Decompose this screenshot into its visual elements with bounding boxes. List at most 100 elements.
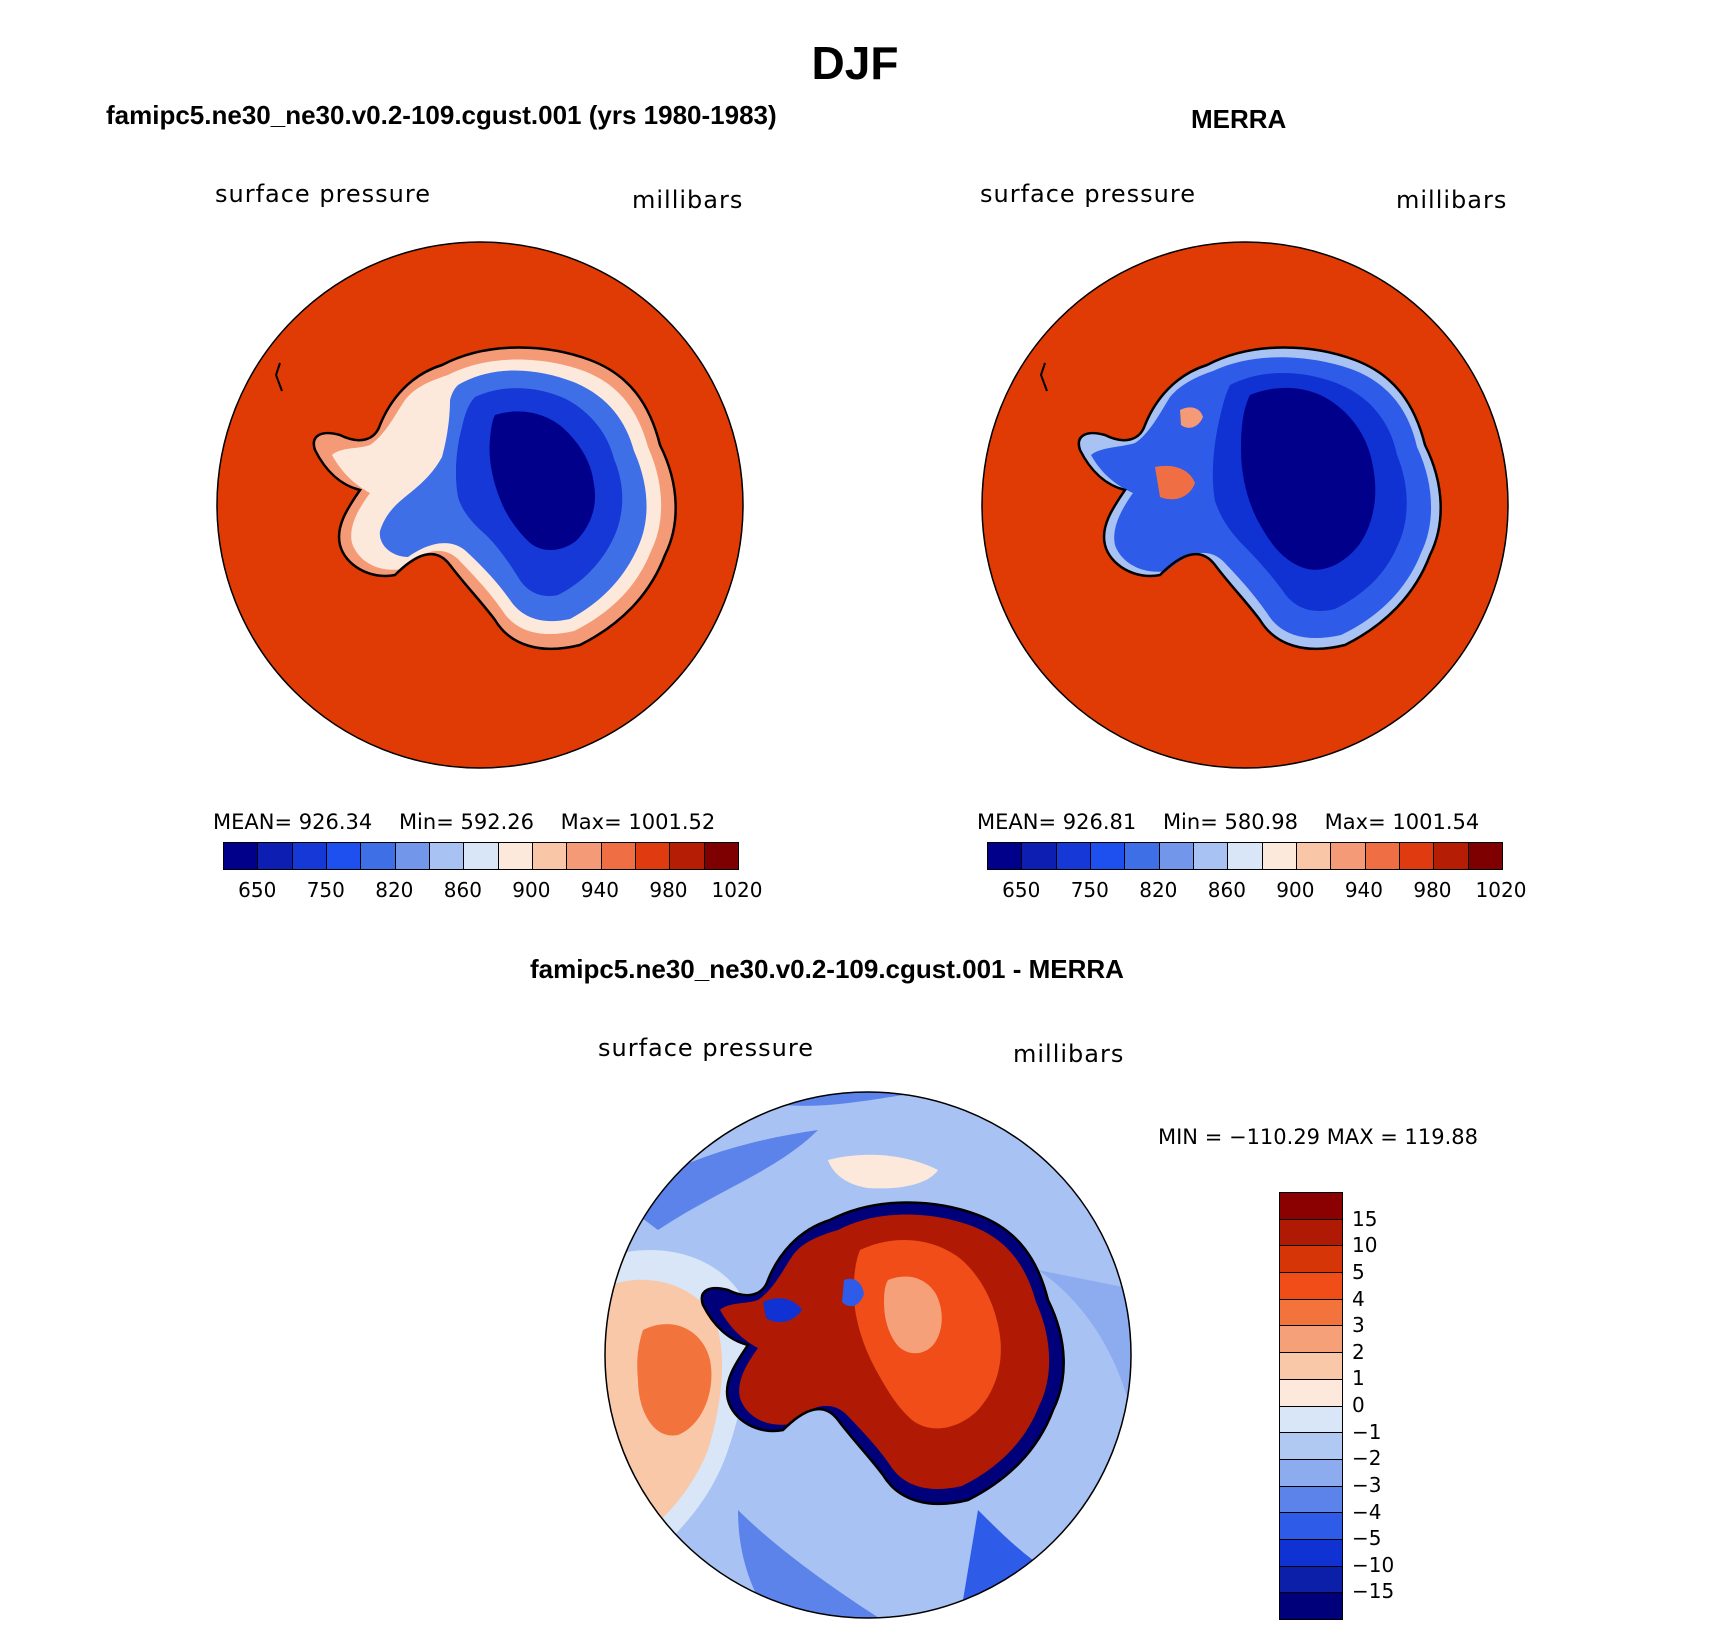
panel-1-title: famipc5.ne30_ne30.v0.2-109.cgust.001 (yr…: [106, 100, 777, 130]
colorbar-tick-label: −3: [1352, 1472, 1382, 1497]
colorbar-swatch: [1434, 843, 1469, 869]
colorbar-tick-label: 980: [649, 878, 688, 902]
colorbar-swatch: [1280, 1406, 1342, 1434]
colorbar-swatch: [361, 843, 396, 869]
mean-label: MEAN=: [213, 810, 293, 834]
colorbar-swatch: [1280, 1246, 1342, 1274]
colorbar-swatch: [1399, 843, 1435, 869]
min-value: 592.26: [460, 810, 534, 834]
colorbar-swatch: [1125, 843, 1160, 869]
panel-1-stats: MEAN= 926.34 Min= 592.26 Max= 1001.52: [213, 810, 715, 834]
colorbar-tick-label: 900: [1276, 878, 1315, 902]
coastline-islands: [274, 362, 283, 392]
colorbar-swatch: [1280, 1193, 1342, 1220]
colorbar-swatch: [395, 843, 430, 869]
colorbar-swatch: [635, 843, 671, 869]
mean-label: MEAN=: [977, 810, 1057, 834]
colorbar-tick-label: 3: [1352, 1313, 1365, 1338]
min-label: Min=: [398, 810, 454, 834]
panel-3-map: [604, 1091, 1132, 1619]
colorbar-swatch: [1280, 1513, 1342, 1540]
colorbar-swatch: [1280, 1299, 1342, 1327]
panel-2-colorbar-labels: 650 750 820 860 900 940 980 1020: [987, 878, 1526, 902]
colorbar-tick-label: −1: [1352, 1419, 1382, 1444]
colorbar-tick-label: 650: [238, 878, 277, 902]
colorbar-tick-label: −10: [1352, 1552, 1395, 1577]
colorbar-tick-label: 750: [1070, 878, 1109, 902]
colorbar-swatch: [429, 843, 465, 869]
colorbar-swatch: [704, 843, 738, 869]
panel-1-colorbar-labels: 650 750 820 860 900 940 980 1020: [223, 878, 762, 902]
colorbar-swatch: [1296, 843, 1332, 869]
colorbar-swatch: [1193, 843, 1229, 869]
antarctica-field: [1078, 347, 1441, 649]
panel-3-colorbar: [1279, 1192, 1343, 1620]
colorbar-tick-label: −5: [1352, 1526, 1382, 1551]
colorbar-tick-label: 980: [1413, 878, 1452, 902]
colorbar-swatch: [1280, 1379, 1342, 1407]
colorbar-swatch: [1468, 843, 1502, 869]
colorbar-tick-label: 2: [1352, 1339, 1365, 1364]
max-label: Max=: [1324, 810, 1386, 834]
colorbar-swatch: [1280, 1459, 1342, 1487]
colorbar-swatch: [292, 843, 327, 869]
colorbar-tick-label: 820: [1139, 878, 1178, 902]
colorbar-tick-label: 1020: [711, 878, 763, 902]
panel-3-title: famipc5.ne30_ne30.v0.2-109.cgust.001 - M…: [530, 954, 1124, 984]
colorbar-tick-label: 820: [375, 878, 414, 902]
panel-2-units-label: millibars: [1396, 186, 1508, 214]
colorbar-swatch: [1280, 1219, 1342, 1247]
colorbar-swatch: [1056, 843, 1091, 869]
panel-3-variable-label: surface pressure: [598, 1034, 814, 1062]
colorbar-swatch: [1280, 1566, 1342, 1594]
colorbar-tick-label: −2: [1352, 1446, 1382, 1471]
coastline: [312, 346, 677, 651]
colorbar-swatch: [1280, 1433, 1342, 1460]
panel-2-map: [981, 241, 1509, 769]
mean-value: 926.34: [298, 810, 373, 834]
colorbar-swatch: [567, 843, 602, 869]
colorbar-swatch: [1262, 843, 1297, 869]
coastline: [1077, 346, 1442, 651]
figure-title: DJF: [811, 37, 899, 89]
colorbar-swatch: [1280, 1539, 1342, 1567]
colorbar-tick-label: −4: [1352, 1499, 1382, 1524]
colorbar-tick-label: 15: [1352, 1206, 1378, 1231]
panel-3-colorbar-labels: 15 10 5 4 3 2 1 0 −1 −2 −3 −4 −5 −10 −15: [1352, 1192, 1432, 1618]
panel-2-stats: MEAN= 926.81 Min= 580.98 Max= 1001.54: [977, 810, 1479, 834]
colorbar-swatch: [1090, 843, 1126, 869]
colorbar-tick-label: 4: [1352, 1286, 1365, 1311]
colorbar-tick-label: 750: [306, 878, 345, 902]
max-value: 1001.54: [1392, 810, 1480, 834]
min-value: 580.98: [1224, 810, 1298, 834]
colorbar-swatch: [532, 843, 568, 869]
colorbar-swatch: [1022, 843, 1057, 869]
colorbar-tick-label: 0: [1352, 1393, 1365, 1417]
colorbar-tick-label: 1: [1352, 1366, 1365, 1391]
colorbar-swatch: [464, 843, 499, 869]
panel-2-variable-label: surface pressure: [980, 180, 1196, 208]
colorbar-tick-label: −15: [1352, 1579, 1395, 1604]
colorbar-tick-label: 5: [1352, 1259, 1365, 1284]
colorbar-swatch: [1280, 1326, 1342, 1354]
panel-2-title: MERRA: [1191, 104, 1287, 134]
colorbar-swatch: [1280, 1593, 1342, 1619]
colorbar-tick-label: 860: [443, 878, 482, 902]
colorbar-swatch: [224, 843, 259, 869]
panel-1-variable-label: surface pressure: [215, 180, 431, 208]
colorbar-swatch: [988, 843, 1023, 869]
colorbar-swatch: [1365, 843, 1400, 869]
colorbar-tick-label: 940: [1344, 878, 1384, 902]
antarctica-field: [313, 347, 676, 649]
antarctica-difference: [701, 1202, 1064, 1504]
coastline-islands: [1039, 362, 1048, 392]
colorbar-swatch: [670, 843, 705, 869]
colorbar-swatch: [258, 843, 293, 869]
colorbar-swatch: [1331, 843, 1366, 869]
colorbar-tick-label: 650: [1002, 878, 1041, 902]
colorbar-swatch: [601, 843, 636, 869]
panel-3-min-max: MIN = −110.29 MAX = 119.88: [1158, 1125, 1479, 1149]
colorbar-tick-label: 860: [1207, 878, 1246, 902]
panel-1-map: [216, 241, 744, 769]
colorbar-swatch: [498, 843, 533, 869]
